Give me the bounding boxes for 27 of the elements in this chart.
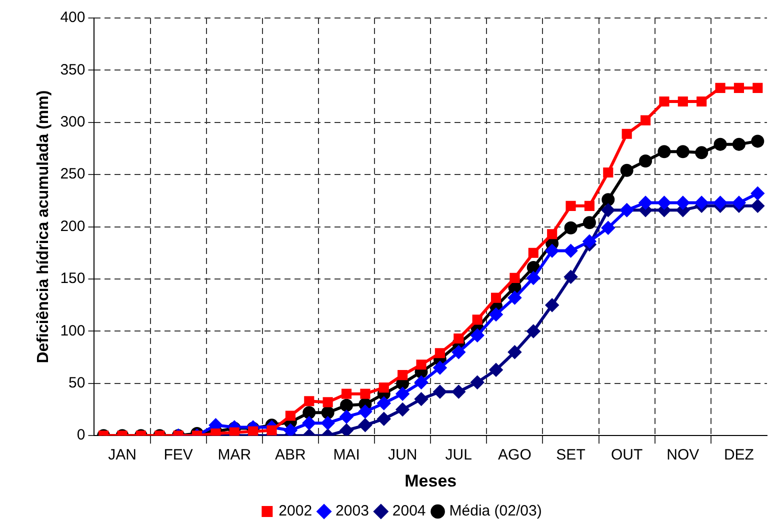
y-tick-label: 50 [68, 374, 86, 392]
x-tick-label: JUN [388, 446, 418, 464]
x-tick-label: JAN [108, 446, 136, 464]
legend-label: 2003 [336, 502, 369, 520]
x-axis-title: Meses [404, 471, 457, 490]
x-tick-label: ABR [275, 446, 306, 464]
y-tick-label: 300 [60, 114, 86, 131]
y-tick-label: 0 [76, 426, 86, 444]
legend-label: 2004 [392, 502, 426, 520]
legend-label: Média (02/03) [449, 502, 542, 520]
y-tick-label: 350 [60, 61, 86, 78]
y-axis-title: Deficiência hídrica acumulada (mm) [35, 90, 52, 364]
x-tick-label: FEV [164, 446, 193, 464]
x-tick-label: DEZ [724, 446, 754, 464]
y-tick-label: 250 [60, 166, 86, 183]
x-tick-label: SET [556, 446, 586, 464]
legend-label: 2002 [278, 502, 312, 520]
y-tick-label: 400 [60, 9, 86, 26]
y-tick-label: 100 [60, 322, 86, 340]
x-tick-label: MAI [333, 446, 360, 464]
y-tick-label: 150 [60, 270, 86, 288]
y-tick-label: 200 [60, 218, 86, 235]
x-tick-label: MAR [218, 446, 252, 464]
x-tick-label: JUL [445, 446, 472, 464]
x-tick-label: NOV [666, 446, 700, 464]
x-tick-label: AGO [498, 446, 532, 464]
x-tick-label: OUT [611, 446, 643, 464]
